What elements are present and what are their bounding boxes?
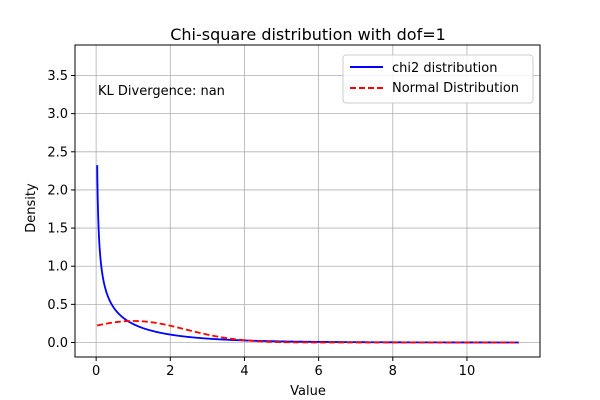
y-tick-label: 2.5: [47, 145, 68, 160]
series-layer: [96, 165, 519, 344]
x-tick-label: 8: [389, 364, 397, 379]
x-tick-label: 4: [240, 364, 248, 379]
x-tick-label: 6: [314, 364, 322, 379]
y-tick-label: 1.0: [47, 260, 68, 275]
grid-lines: [75, 45, 540, 357]
chart-title: Chi-square distribution with dof=1: [170, 25, 446, 44]
x-tick-label: 0: [92, 364, 100, 379]
x-tick-label: 10: [459, 364, 476, 379]
y-tick-label: 1.5: [47, 222, 68, 237]
y-tick-label: 0.5: [47, 298, 68, 313]
y-tick-label: 2.0: [47, 183, 68, 198]
x-axis-label: Value: [290, 384, 326, 399]
legend-entry-normal: Normal Distribution: [392, 81, 519, 96]
y-tick-label: 0.0: [47, 336, 68, 351]
y-tick-label: 3.5: [47, 69, 68, 84]
legend-box: [342, 54, 534, 104]
x-tick-label: 2: [166, 364, 174, 379]
legend-entry-chi2: chi2 distribution: [392, 61, 498, 76]
series-line-chi2: [96, 165, 519, 344]
y-tick-label: 3.0: [47, 107, 68, 122]
y-axis-label: Density: [24, 183, 39, 233]
kl-divergence-annotation: KL Divergence: nan: [98, 84, 225, 99]
axes-frame: [74, 44, 541, 358]
tick-layer: 0 2 4 6 8 10 0.0 0.5 1.0 1.5 2.0 2.5 3.0 3.5: [47, 69, 475, 379]
legend: chi2 distribution Normal Distribution: [342, 54, 534, 104]
series-line-normal: [96, 320, 519, 344]
